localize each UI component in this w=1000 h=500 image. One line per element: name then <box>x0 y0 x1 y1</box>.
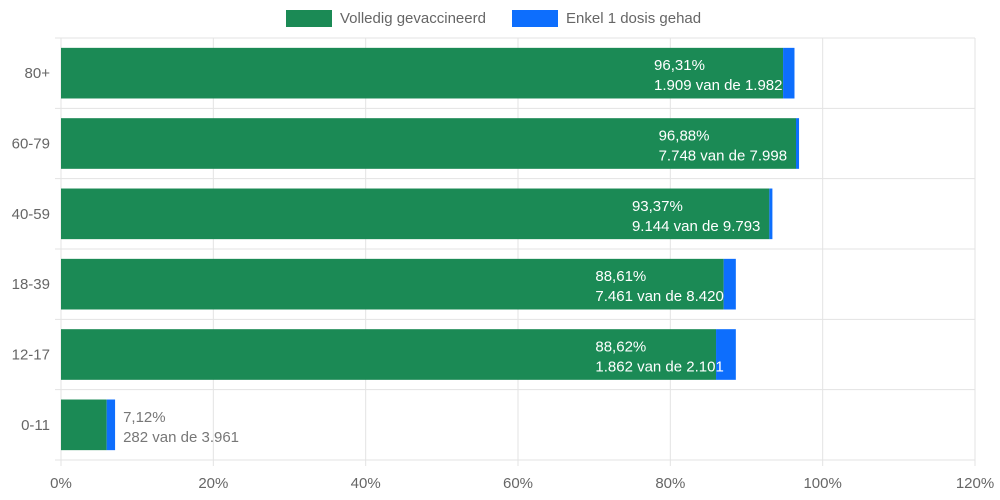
data-labels-group: 96,31% 1.909 van de 1.982 96,88% 7.748 van … <box>123 57 787 446</box>
legend-swatch-volledig[interactable] <box>286 10 332 27</box>
bar-enkel-40-59[interactable] <box>769 188 773 240</box>
data-label-detail: 282 van de 3.961 <box>123 429 239 446</box>
x-tick-label: 60% <box>503 475 533 492</box>
bar-volledig-60-79[interactable] <box>61 118 797 169</box>
x-axis: 0% 20% 40% 60% 80% 100% 120% <box>50 475 994 492</box>
data-label-detail: 9.144 van de 9.793 <box>632 218 760 235</box>
x-tick-label: 0% <box>50 475 72 492</box>
data-label-percent: 88,61% <box>595 268 646 285</box>
data-label-percent: 96,31% <box>654 57 705 74</box>
legend-swatch-enkel[interactable] <box>512 10 558 27</box>
data-label-detail: 7.748 van de 7.998 <box>659 148 787 165</box>
bar-volledig-0-11[interactable] <box>61 399 107 451</box>
bar-volledig-80+[interactable] <box>61 47 784 99</box>
y-tick-label: 40-59 <box>12 206 50 223</box>
bar-enkel-80+[interactable] <box>783 47 795 99</box>
data-label-percent: 7,12% <box>123 409 166 426</box>
bars-group <box>61 47 800 451</box>
y-tick-label: 18-39 <box>12 276 50 293</box>
data-label-detail: 7.461 van de 8.420 <box>595 288 723 305</box>
legend: Volledig gevaccineerd Enkel 1 dosis geha… <box>286 10 701 27</box>
bar-enkel-0-11[interactable] <box>106 399 116 451</box>
legend-label-volledig[interactable]: Volledig gevaccineerd <box>340 10 486 27</box>
x-tick-label: 80% <box>655 475 685 492</box>
bar-enkel-12-17[interactable] <box>716 329 736 380</box>
grid-lines <box>55 37 976 466</box>
y-tick-label: 0-11 <box>21 417 50 434</box>
x-tick-label: 120% <box>956 475 994 492</box>
x-tick-label: 40% <box>351 475 381 492</box>
data-label-percent: 88,62% <box>595 339 646 356</box>
y-tick-label: 60-79 <box>12 136 50 153</box>
legend-label-enkel[interactable]: Enkel 1 dosis gehad <box>566 10 701 27</box>
bar-enkel-18-39[interactable] <box>723 258 736 310</box>
bar-volledig-12-17[interactable] <box>61 329 717 380</box>
bar-volledig-40-59[interactable] <box>61 188 770 240</box>
y-tick-label: 80+ <box>25 65 51 82</box>
data-label-percent: 93,37% <box>632 198 683 215</box>
y-tick-label: 12-17 <box>12 347 50 364</box>
data-label-detail: 1.909 van de 1.982 <box>654 77 782 94</box>
x-tick-label: 100% <box>803 475 841 492</box>
data-label-percent: 96,88% <box>659 128 710 145</box>
bar-volledig-18-39[interactable] <box>61 258 724 310</box>
bar-enkel-60-79[interactable] <box>796 118 800 169</box>
x-tick-label: 20% <box>198 475 228 492</box>
data-label-detail: 1.862 van de 2.101 <box>595 359 723 376</box>
y-axis: 80+ 60-79 40-59 18-39 12-17 0-11 <box>12 65 51 434</box>
